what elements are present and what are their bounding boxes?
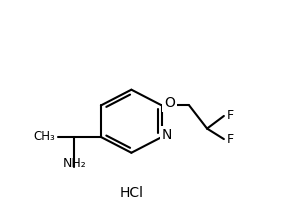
Text: CH₃: CH₃: [33, 131, 55, 144]
Text: HCl: HCl: [120, 186, 143, 200]
Text: F: F: [227, 109, 234, 122]
Text: O: O: [164, 96, 175, 110]
Text: F: F: [227, 132, 234, 145]
Text: NH₂: NH₂: [63, 157, 86, 170]
Text: N: N: [162, 128, 172, 142]
